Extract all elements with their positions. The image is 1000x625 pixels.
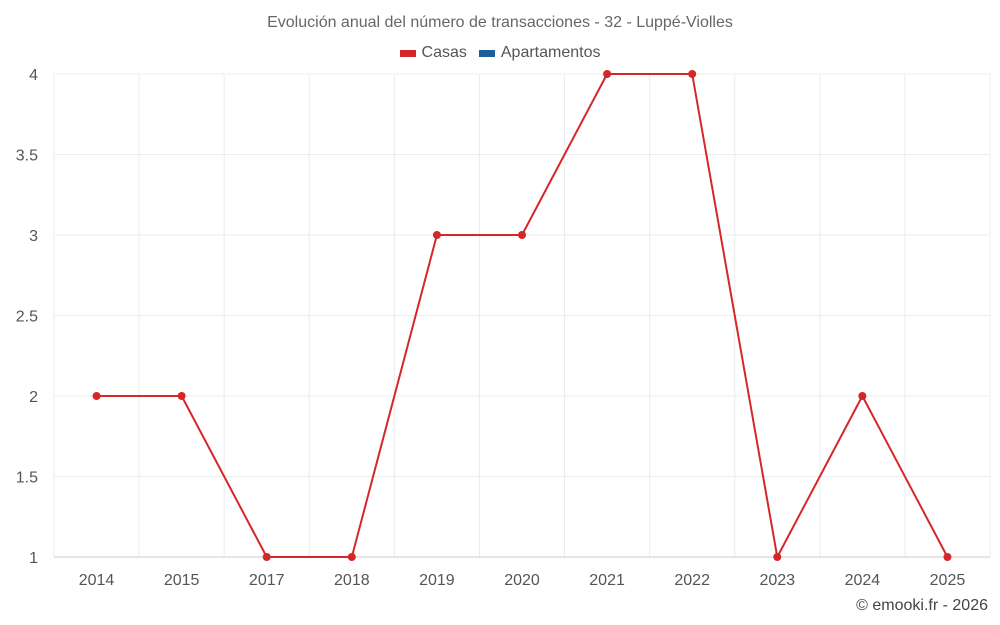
x-tick-label: 2024 (845, 572, 881, 589)
x-tick-label: 2014 (79, 572, 115, 589)
legend-swatch-apartamentos (478, 49, 495, 57)
data-point (518, 231, 526, 239)
data-point (347, 553, 356, 561)
data-point (688, 70, 697, 78)
x-tick-label: 2017 (249, 572, 285, 589)
data-point (858, 392, 867, 400)
y-tick-label: 1 (29, 550, 38, 567)
x-tick-label: 2015 (164, 572, 200, 589)
y-tick-label: 2.5 (16, 309, 38, 326)
chart-title: Evolución anual del número de transaccio… (267, 14, 733, 31)
x-tick-label: 2022 (674, 572, 710, 589)
data-point (943, 553, 952, 561)
legend: Casas Apartamentos (0, 44, 1000, 62)
data-point (773, 553, 782, 561)
x-tick-label: 2021 (589, 572, 625, 589)
data-point (92, 392, 101, 400)
legend-swatch-casas (399, 49, 416, 57)
data-point (603, 70, 612, 78)
y-tick-label: 4 (29, 67, 38, 84)
x-tick-label: 2023 (759, 572, 795, 589)
y-tick-label: 3 (29, 228, 38, 245)
legend-label-apartamentos: Apartamentos (500, 44, 601, 61)
y-tick-label: 3.5 (16, 148, 38, 165)
legend-item-casas[interactable]: Casas (399, 44, 467, 62)
data-point (432, 231, 441, 239)
legend-item-apartamentos[interactable]: Apartamentos (478, 44, 601, 62)
x-tick-label: 2025 (930, 572, 966, 589)
x-tick-label: 2019 (419, 572, 455, 589)
y-tick-label: 2 (29, 389, 38, 406)
x-tick-label: 2020 (504, 572, 540, 589)
data-point (262, 553, 271, 561)
y-tick-label: 1.5 (16, 470, 38, 487)
legend-label-casas: Casas (421, 44, 467, 61)
x-tick-label: 2018 (334, 572, 370, 589)
copyright-footer: © emooki.fr - 2026 (856, 597, 988, 614)
data-point (177, 392, 186, 400)
